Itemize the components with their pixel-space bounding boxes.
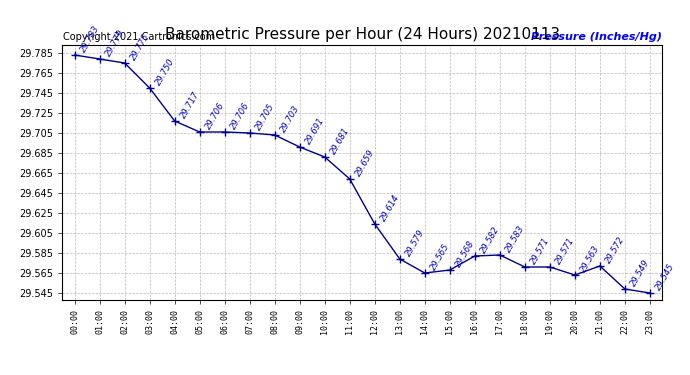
Text: 29.582: 29.582 xyxy=(479,225,502,255)
Text: 29.703: 29.703 xyxy=(279,104,302,134)
Text: 29.572: 29.572 xyxy=(604,235,627,265)
Text: 29.717: 29.717 xyxy=(179,90,201,120)
Text: 29.579: 29.579 xyxy=(404,228,426,258)
Title: Barometric Pressure per Hour (24 Hours) 20210113: Barometric Pressure per Hour (24 Hours) … xyxy=(165,27,560,42)
Text: 29.706: 29.706 xyxy=(229,101,251,131)
Text: 29.779: 29.779 xyxy=(104,28,126,58)
Text: 29.549: 29.549 xyxy=(629,258,651,288)
Text: 29.545: 29.545 xyxy=(654,262,677,292)
Text: 29.705: 29.705 xyxy=(254,102,277,132)
Text: 29.691: 29.691 xyxy=(304,116,326,146)
Text: Copyright 2021 Cartronics.com: Copyright 2021 Cartronics.com xyxy=(63,33,215,42)
Text: 29.750: 29.750 xyxy=(154,57,177,87)
Text: Pressure (Inches/Hg): Pressure (Inches/Hg) xyxy=(531,33,662,42)
Text: 29.706: 29.706 xyxy=(204,101,226,131)
Text: 29.571: 29.571 xyxy=(554,236,577,266)
Text: 29.583: 29.583 xyxy=(504,224,526,254)
Text: 29.563: 29.563 xyxy=(579,244,602,274)
Text: 29.565: 29.565 xyxy=(429,242,451,272)
Text: 29.775: 29.775 xyxy=(129,32,151,62)
Text: 29.783: 29.783 xyxy=(79,24,101,54)
Text: 29.614: 29.614 xyxy=(379,193,402,223)
Text: 29.568: 29.568 xyxy=(454,239,477,269)
Text: 29.571: 29.571 xyxy=(529,236,551,266)
Text: 29.659: 29.659 xyxy=(354,148,377,178)
Text: 29.681: 29.681 xyxy=(329,126,351,156)
